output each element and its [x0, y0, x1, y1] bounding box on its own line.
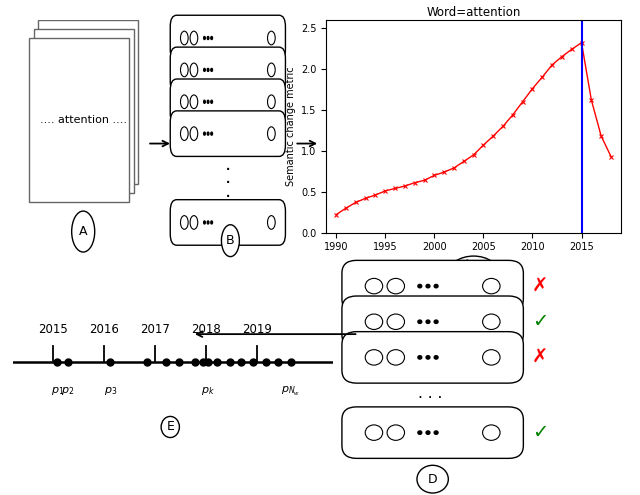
Circle shape [207, 132, 209, 135]
Circle shape [268, 95, 275, 108]
Circle shape [211, 37, 212, 40]
Title: Word=attention: Word=attention [426, 5, 521, 19]
Circle shape [211, 221, 212, 224]
Circle shape [204, 68, 205, 71]
Text: D: D [428, 473, 438, 486]
Circle shape [387, 278, 404, 294]
Bar [29, 38, 129, 202]
Circle shape [190, 127, 198, 141]
Circle shape [365, 278, 383, 294]
Circle shape [204, 221, 205, 224]
Circle shape [161, 416, 179, 438]
Text: 2018: 2018 [191, 323, 221, 336]
Circle shape [207, 100, 209, 103]
Text: 2019: 2019 [242, 323, 271, 336]
Circle shape [180, 31, 188, 45]
Circle shape [434, 356, 438, 359]
Circle shape [268, 31, 275, 45]
Text: . . .: . . . [418, 386, 443, 400]
Circle shape [207, 221, 209, 224]
Text: ✓: ✓ [532, 423, 548, 442]
Circle shape [434, 285, 438, 288]
Circle shape [207, 68, 209, 71]
Circle shape [211, 68, 212, 71]
Text: ·: · [225, 188, 231, 207]
FancyBboxPatch shape [170, 199, 285, 245]
Text: $p_k$: $p_k$ [202, 385, 215, 397]
Circle shape [483, 314, 500, 330]
Y-axis label: Semantic change metric: Semantic change metric [285, 66, 296, 186]
Circle shape [190, 31, 198, 45]
Text: $p_{N_w}$: $p_{N_w}$ [282, 385, 301, 398]
Circle shape [190, 95, 198, 108]
Circle shape [268, 127, 275, 141]
Text: .... attention ....: .... attention .... [40, 115, 127, 125]
Text: $p_1$: $p_1$ [51, 385, 64, 397]
Circle shape [268, 63, 275, 77]
Circle shape [483, 349, 500, 365]
FancyBboxPatch shape [342, 260, 524, 312]
Circle shape [426, 285, 430, 288]
Text: E: E [166, 420, 174, 434]
Circle shape [418, 285, 422, 288]
Circle shape [207, 37, 209, 40]
FancyBboxPatch shape [170, 47, 285, 93]
Circle shape [204, 100, 205, 103]
Circle shape [211, 100, 212, 103]
Circle shape [418, 320, 422, 323]
Circle shape [447, 256, 500, 295]
Text: ·: · [225, 174, 231, 193]
Circle shape [365, 425, 383, 441]
Circle shape [483, 278, 500, 294]
Circle shape [426, 356, 430, 359]
Circle shape [434, 320, 438, 323]
Text: $p_3$: $p_3$ [104, 385, 117, 397]
Circle shape [365, 314, 383, 330]
Text: ✓: ✓ [532, 312, 548, 331]
Circle shape [365, 349, 383, 365]
Circle shape [418, 356, 422, 359]
FancyBboxPatch shape [342, 332, 524, 383]
Circle shape [483, 425, 500, 441]
Circle shape [418, 431, 422, 434]
Bar [38, 20, 138, 184]
Text: $p_2$: $p_2$ [61, 385, 74, 397]
Text: ·: · [225, 160, 231, 180]
Circle shape [268, 216, 275, 229]
Circle shape [180, 216, 188, 229]
Circle shape [190, 216, 198, 229]
FancyBboxPatch shape [342, 296, 524, 347]
Circle shape [387, 349, 404, 365]
Text: C: C [469, 269, 478, 282]
Text: ✗: ✗ [532, 277, 548, 296]
Circle shape [426, 320, 430, 323]
Bar [34, 29, 134, 193]
Text: A: A [79, 225, 88, 238]
Text: ✗: ✗ [532, 348, 548, 367]
Circle shape [387, 425, 404, 441]
Text: 2017: 2017 [140, 323, 170, 336]
Circle shape [211, 132, 212, 135]
Text: 2015: 2015 [38, 323, 68, 336]
Circle shape [221, 225, 239, 256]
Circle shape [72, 211, 95, 252]
Circle shape [180, 63, 188, 77]
Circle shape [204, 37, 205, 40]
FancyBboxPatch shape [342, 407, 524, 458]
Circle shape [387, 314, 404, 330]
Circle shape [190, 63, 198, 77]
Circle shape [180, 95, 188, 108]
FancyBboxPatch shape [170, 111, 285, 156]
Circle shape [434, 431, 438, 434]
Text: B: B [226, 234, 235, 247]
Circle shape [180, 127, 188, 141]
Circle shape [426, 431, 430, 434]
Text: 2016: 2016 [90, 323, 119, 336]
FancyBboxPatch shape [170, 79, 285, 125]
FancyBboxPatch shape [170, 15, 285, 61]
Circle shape [204, 132, 205, 135]
Circle shape [417, 465, 448, 493]
